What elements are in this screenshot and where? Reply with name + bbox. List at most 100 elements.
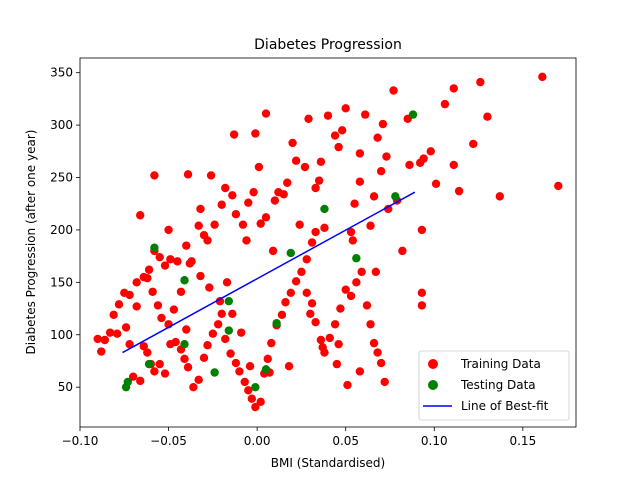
training-point xyxy=(306,309,315,318)
y-tick-label: 250 xyxy=(50,171,73,185)
testing-point xyxy=(272,319,281,328)
training-point xyxy=(228,191,237,200)
training-point xyxy=(148,287,157,296)
testing-point xyxy=(224,326,233,335)
training-point xyxy=(311,227,320,237)
training-point xyxy=(196,204,205,214)
training-point xyxy=(417,225,427,235)
training-point xyxy=(217,309,226,318)
training-point xyxy=(231,358,241,368)
chart-title: Diabetes Progression xyxy=(254,37,402,53)
training-point xyxy=(109,310,118,320)
testing-point xyxy=(180,276,189,285)
training-point xyxy=(371,267,381,277)
training-point xyxy=(222,278,232,287)
training-point xyxy=(199,230,209,240)
training-point xyxy=(369,338,379,348)
training-point xyxy=(226,349,235,358)
training-point xyxy=(228,309,237,318)
training-point xyxy=(240,377,249,387)
training-point xyxy=(337,126,347,135)
training-point xyxy=(155,359,164,369)
training-point xyxy=(249,187,258,197)
training-point xyxy=(194,375,203,385)
testing-point xyxy=(391,192,400,201)
training-point xyxy=(380,377,389,387)
training-point xyxy=(143,273,152,283)
training-point xyxy=(291,156,301,165)
y-tick-label: 50 xyxy=(58,380,73,394)
training-point xyxy=(325,333,334,343)
training-point xyxy=(113,329,122,338)
training-point xyxy=(314,176,324,185)
training-point xyxy=(166,255,175,264)
training-point xyxy=(373,348,382,357)
training-point xyxy=(183,170,193,179)
training-point xyxy=(121,323,131,332)
training-point xyxy=(449,160,458,170)
training-point xyxy=(302,288,311,298)
training-point xyxy=(332,359,342,369)
training-point xyxy=(120,288,129,298)
training-point xyxy=(215,297,225,306)
training-point xyxy=(384,204,393,214)
training-point xyxy=(357,267,366,277)
training-point xyxy=(417,288,427,298)
y-tick-label: 350 xyxy=(50,66,73,80)
training-point xyxy=(153,301,163,310)
training-point xyxy=(189,382,198,392)
training-point xyxy=(235,367,244,376)
training-point xyxy=(100,335,110,345)
legend: Training Data Testing Data Line of Best-… xyxy=(418,350,570,421)
best-fit-line xyxy=(122,191,416,354)
training-point xyxy=(297,267,306,277)
x-axis-ticks: −0.10 −0.05 0.00 0.05 0.10 0.15 xyxy=(62,427,536,448)
training-point xyxy=(199,353,209,363)
y-tick-label: 100 xyxy=(50,328,73,342)
training-point xyxy=(476,77,485,87)
training-point xyxy=(343,380,352,390)
x-axis-label: BMI (Standardised) xyxy=(271,456,385,470)
training-point xyxy=(182,241,191,250)
testing-point xyxy=(150,243,159,252)
training-point xyxy=(291,277,301,286)
training-point xyxy=(295,220,304,229)
training-point xyxy=(132,302,141,311)
plot-area xyxy=(93,72,563,412)
training-point xyxy=(346,227,356,237)
training-point xyxy=(316,335,326,345)
training-point xyxy=(213,320,223,329)
training-point xyxy=(286,288,295,298)
training-point xyxy=(206,171,216,180)
training-point xyxy=(210,220,219,229)
plot-frame xyxy=(79,57,577,428)
training-point xyxy=(454,186,464,196)
training-point xyxy=(93,334,102,344)
testing-point xyxy=(320,204,329,214)
training-point xyxy=(139,342,148,351)
y-axis-ticks: 50 100 150 200 250 300 350 xyxy=(50,66,80,394)
training-point xyxy=(180,354,189,364)
x-tick-label: 0.00 xyxy=(244,434,271,448)
training-point xyxy=(157,313,166,323)
training-point xyxy=(334,142,343,152)
legend-frame xyxy=(418,350,570,421)
training-point xyxy=(171,337,180,347)
testing-point xyxy=(286,248,295,258)
training-point xyxy=(237,328,246,337)
training-point xyxy=(369,192,379,201)
training-point xyxy=(244,198,253,207)
training-point xyxy=(247,394,257,403)
training-point xyxy=(261,109,271,118)
training-point xyxy=(311,317,320,327)
training-point xyxy=(125,339,134,349)
training-point xyxy=(330,320,340,329)
testing-point xyxy=(180,339,189,349)
training-point xyxy=(341,104,350,113)
x-tick-label: −0.05 xyxy=(150,434,187,448)
training-point xyxy=(415,158,425,168)
training-point xyxy=(254,162,264,172)
training-point xyxy=(132,278,141,287)
testing-point xyxy=(224,297,233,306)
